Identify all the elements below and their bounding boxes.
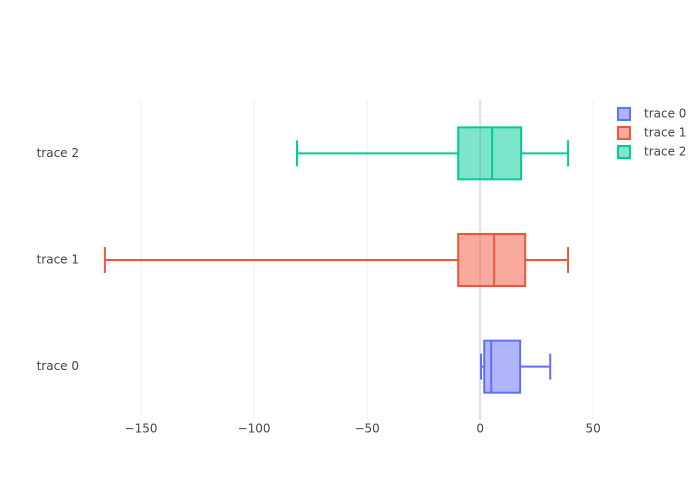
box xyxy=(483,339,522,394)
x-tick-label: 0 xyxy=(476,422,484,436)
x-tick-label: −100 xyxy=(238,422,271,436)
legend-label: trace 0 xyxy=(644,107,686,121)
legend-label: trace 1 xyxy=(644,126,686,140)
box xyxy=(457,233,527,287)
x-tick-label: −50 xyxy=(354,422,379,436)
x-tick-label: −150 xyxy=(125,422,158,436)
y-tick-label: trace 1 xyxy=(37,253,79,267)
x-tick-label: 50 xyxy=(586,422,601,436)
legend-swatch xyxy=(617,126,631,140)
legend-swatch xyxy=(617,107,631,121)
y-tick-label: trace 0 xyxy=(37,359,79,373)
legend-label: trace 2 xyxy=(644,145,686,159)
box xyxy=(457,126,523,181)
legend-swatch xyxy=(617,145,631,159)
y-tick-label: trace 2 xyxy=(37,146,79,160)
